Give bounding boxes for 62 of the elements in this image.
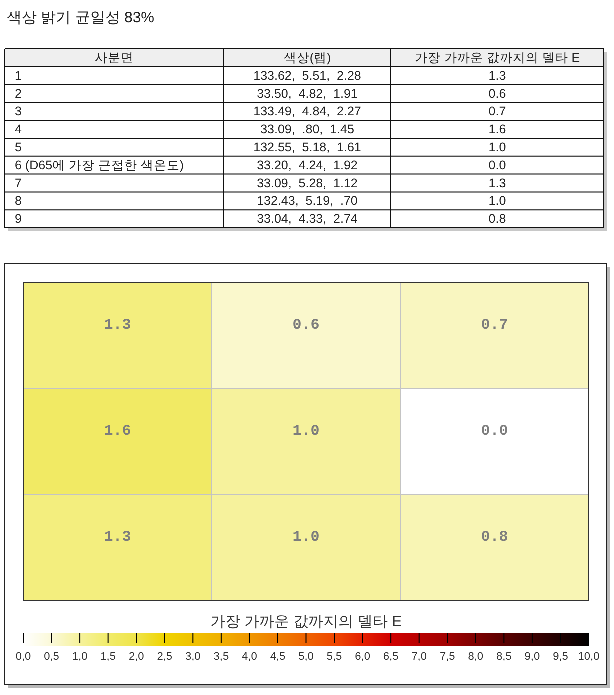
color-bar-label: 3,5 [214, 651, 230, 663]
color-bar-label: 0,0 [16, 651, 32, 663]
color-bar-label: 9,0 [524, 651, 540, 663]
color-bar-label: 2,0 [128, 651, 144, 663]
text: 1.6 [488, 122, 506, 137]
text: 사분면 [94, 50, 134, 65]
text: 7 [15, 176, 22, 190]
text: 5 [15, 140, 22, 154]
data-label: 0.6 [292, 316, 320, 334]
color-bar-label: 4,0 [242, 651, 258, 663]
data-label: 0.7 [481, 316, 508, 334]
text: 4 [15, 122, 22, 137]
text: 1.0 [488, 140, 506, 154]
text: 0.7 [488, 104, 506, 119]
text: 1.3 [488, 176, 506, 190]
color-bar-label: 9,5 [553, 651, 568, 663]
color-bar-label: 8,5 [496, 651, 512, 663]
color-bar-label: 5,0 [298, 651, 314, 663]
color-bar-label: 10,0 [578, 651, 600, 663]
text: 9 [15, 212, 22, 226]
text: 33.04, 4.33, 2.74 [257, 212, 358, 226]
data-label: 1.6 [104, 422, 132, 440]
text: 가장 가까운 값까지의 델타 E [414, 50, 580, 65]
text: 33.09, 5.28, 1.12 [257, 176, 358, 190]
text: 33.50, 4.82, 1.91 [257, 86, 358, 101]
text: 133.62, 5.51, 2.28 [254, 68, 362, 83]
color-bar-label: 7,5 [440, 651, 456, 663]
text: 2 [15, 86, 22, 101]
color-bar-label: 1,5 [100, 651, 116, 663]
data-label: 1.3 [104, 528, 132, 546]
color-bar-label: 4,5 [270, 651, 286, 663]
text: 색상(랩) [284, 50, 332, 65]
color-bar-label: 6,0 [355, 651, 370, 663]
text: 8 [15, 194, 22, 208]
color-bar-label: 5,5 [326, 651, 342, 663]
text: 33.20, 4.24, 1.92 [257, 158, 358, 172]
data-label: 1.3 [104, 316, 132, 334]
data-label: 1.0 [292, 422, 320, 440]
text: 색상 밝기 균일성 83% [7, 10, 155, 26]
text: 3 [15, 104, 22, 119]
data-label: 1.0 [292, 528, 320, 546]
color-bar-label: 8,0 [468, 651, 484, 663]
text: 1.3 [488, 68, 506, 83]
text: 132.55, 5.18, 1.61 [254, 140, 362, 154]
text: 33.09, .80, 1.45 [260, 122, 354, 137]
color-bar-label: 6,5 [383, 651, 399, 663]
text: 132.43, 5.19, .70 [257, 194, 358, 208]
text: 1.0 [488, 194, 506, 208]
text: 6 (D65에 가장 근접한 색온도) [15, 158, 184, 172]
text: 133.49, 4.84, 2.27 [254, 104, 362, 119]
color-bar-label: 1,0 [72, 651, 88, 663]
color-bar-label: 3,0 [186, 651, 201, 663]
text: 0.8 [488, 212, 506, 226]
data-label: 0.0 [481, 422, 508, 440]
color-bar-label: 2,5 [157, 651, 173, 663]
text: 1 [15, 68, 22, 83]
color-bar-label: 7,0 [412, 651, 427, 663]
text: 0.0 [488, 158, 506, 172]
data-label: 0.8 [481, 528, 508, 546]
color-bar-title: 가장 가까운 값까지의 델타 E [210, 614, 402, 630]
color-bar-label: 0,5 [44, 651, 60, 663]
text: 0.6 [488, 86, 506, 101]
